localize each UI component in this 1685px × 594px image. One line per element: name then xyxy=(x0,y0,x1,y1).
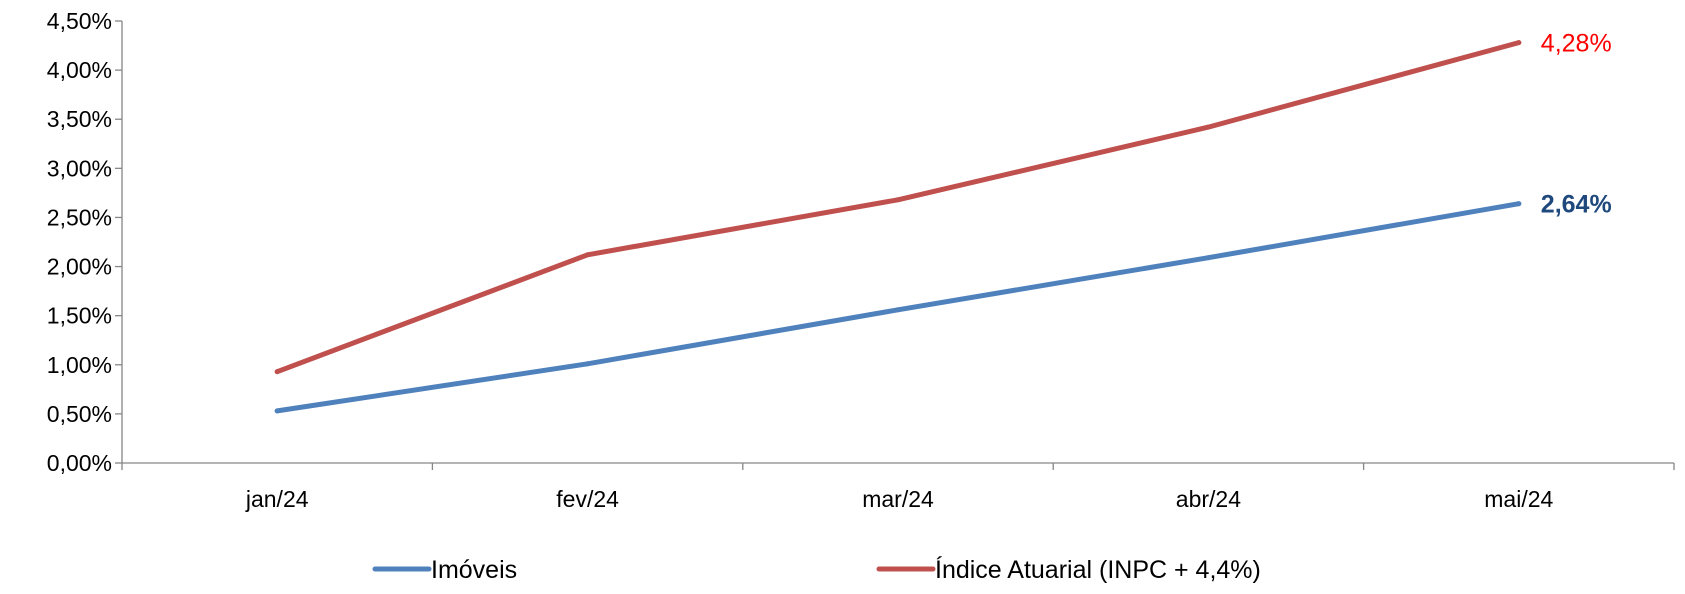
y-axis-tick-labels: 0,00% 0,50% 1,00% 1,50% 2,00% 2,50% 3,00% 3,50%… xyxy=(47,8,112,476)
data-labels: 2,64% 4,28% xyxy=(1541,30,1612,219)
data-point xyxy=(895,307,901,313)
x-axis-tick-labels: jan/24 fev/24 mar/24 abr/24 mai/24 xyxy=(245,486,1554,512)
x-tick-label: mai/24 xyxy=(1484,486,1553,512)
y-tick-label: 0,50% xyxy=(47,401,112,427)
data-point xyxy=(274,369,280,375)
series-lines xyxy=(274,40,1522,414)
y-tick-label: 2,50% xyxy=(47,204,112,230)
series-end-label: 2,64% xyxy=(1541,191,1612,219)
y-tick-label: 3,50% xyxy=(47,106,112,132)
y-tick-label: 1,50% xyxy=(47,303,112,329)
y-tick-label: 4,50% xyxy=(47,8,112,34)
y-tick-label: 1,00% xyxy=(47,352,112,378)
legend-label: Imóveis xyxy=(431,556,517,584)
data-point xyxy=(1205,124,1211,130)
series-line-1 xyxy=(274,40,1522,375)
x-tick-label: abr/24 xyxy=(1176,486,1241,512)
data-point xyxy=(1516,201,1522,207)
data-point xyxy=(274,408,280,414)
y-tick-label: 2,00% xyxy=(47,254,112,280)
y-tick-label: 4,00% xyxy=(47,57,112,83)
series-end-label: 4,28% xyxy=(1541,30,1612,58)
x-tick-label: fev/24 xyxy=(556,486,619,512)
legend: Imóveis Índice Atuarial (INPC + 4,4%) xyxy=(372,555,1261,584)
x-tick-label: mar/24 xyxy=(862,486,934,512)
data-point xyxy=(585,252,591,258)
data-point xyxy=(1516,40,1522,46)
y-tick-label: 0,00% xyxy=(47,450,112,476)
axes xyxy=(115,20,1675,470)
y-tick-label: 3,00% xyxy=(47,155,112,181)
x-tick-label: jan/24 xyxy=(245,486,309,512)
data-point xyxy=(585,361,591,367)
data-point xyxy=(1205,255,1211,261)
legend-label: Índice Atuarial (INPC + 4,4%) xyxy=(935,555,1261,584)
data-point xyxy=(895,197,901,203)
